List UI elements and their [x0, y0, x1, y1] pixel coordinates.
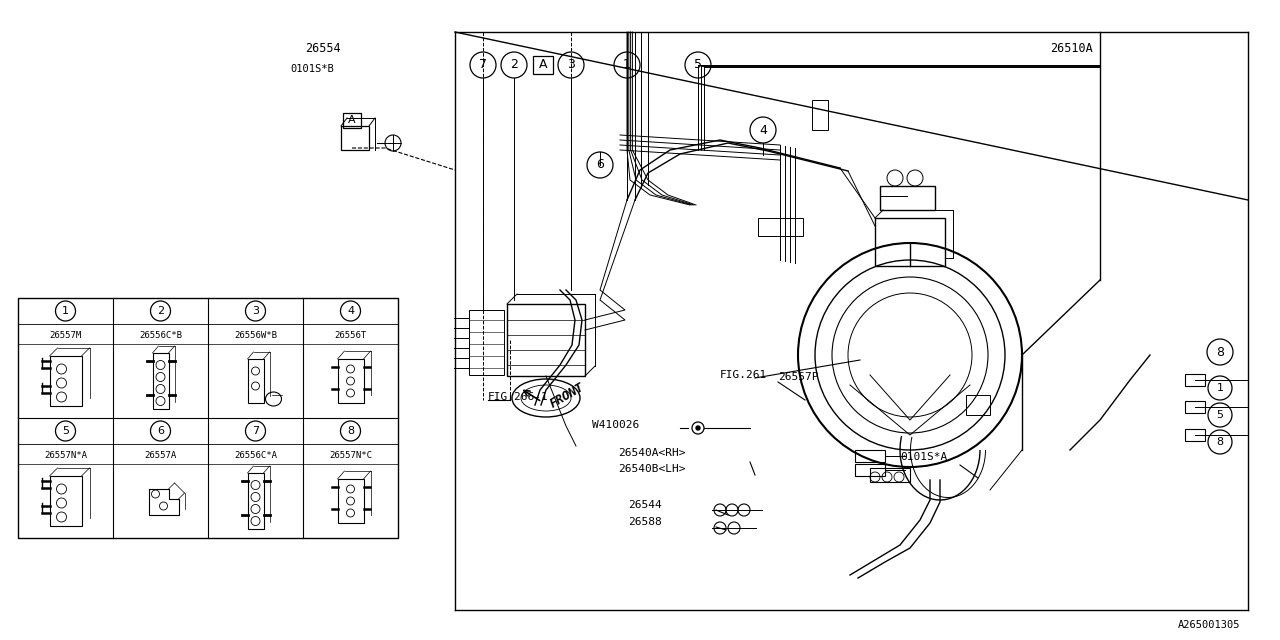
Text: W410026: W410026: [591, 420, 639, 430]
Text: 2: 2: [157, 306, 164, 316]
Text: 7: 7: [479, 58, 486, 72]
Bar: [758, 218, 803, 236]
Bar: [50, 476, 82, 526]
Text: 1: 1: [61, 306, 69, 316]
Bar: [338, 479, 364, 523]
Text: 26557P: 26557P: [778, 372, 818, 382]
Text: A: A: [348, 115, 356, 125]
Bar: [855, 464, 884, 476]
Text: 26510A: 26510A: [1050, 42, 1093, 55]
Text: 4: 4: [759, 124, 767, 136]
Bar: [1185, 401, 1204, 413]
Text: 26556W*B: 26556W*B: [234, 330, 276, 339]
Text: A265001305: A265001305: [1178, 620, 1240, 630]
Text: 26556T: 26556T: [334, 330, 366, 339]
Bar: [340, 126, 369, 150]
Text: 3: 3: [252, 306, 259, 316]
Text: 26556C*A: 26556C*A: [234, 451, 276, 460]
Text: 8: 8: [1216, 346, 1224, 358]
Text: 6: 6: [157, 426, 164, 436]
Bar: [507, 304, 585, 376]
Bar: [870, 468, 910, 482]
Text: 26557N*C: 26557N*C: [329, 451, 372, 460]
Bar: [247, 473, 264, 529]
Bar: [247, 359, 264, 403]
Text: 26554: 26554: [305, 42, 340, 55]
Text: 26588: 26588: [628, 517, 662, 527]
Bar: [18, 298, 398, 538]
Text: 26557A: 26557A: [145, 451, 177, 460]
Text: 8: 8: [1216, 437, 1224, 447]
Text: FIG.266-1: FIG.266-1: [488, 392, 549, 402]
Bar: [50, 356, 82, 406]
Text: A: A: [539, 58, 548, 72]
Text: FIG.261: FIG.261: [719, 370, 767, 380]
Text: 8: 8: [347, 426, 355, 436]
Text: 26540A<RH>: 26540A<RH>: [618, 448, 686, 458]
Bar: [468, 310, 504, 375]
Text: 2: 2: [509, 58, 518, 72]
Text: 26556C*B: 26556C*B: [140, 330, 182, 339]
Text: 26540B<LH>: 26540B<LH>: [618, 464, 686, 474]
Text: 5: 5: [61, 426, 69, 436]
Text: 5: 5: [694, 58, 701, 72]
Circle shape: [696, 426, 700, 430]
Bar: [343, 113, 361, 127]
Text: 26544: 26544: [628, 500, 662, 510]
Text: 1: 1: [623, 58, 631, 72]
Bar: [1185, 374, 1204, 386]
Bar: [881, 186, 934, 210]
Bar: [876, 218, 945, 266]
Text: 26557M: 26557M: [50, 330, 82, 339]
Text: 6: 6: [596, 159, 604, 172]
Text: 4: 4: [347, 306, 355, 316]
Text: 3: 3: [567, 58, 575, 72]
Bar: [1185, 429, 1204, 441]
Text: 1: 1: [1216, 383, 1224, 393]
Bar: [532, 56, 553, 74]
Bar: [152, 353, 169, 409]
Bar: [855, 450, 884, 462]
Text: 26557N*A: 26557N*A: [44, 451, 87, 460]
Text: 7: 7: [252, 426, 259, 436]
Text: 5: 5: [1216, 410, 1224, 420]
Text: 0101S*B: 0101S*B: [291, 64, 334, 74]
Text: 0101S*A: 0101S*A: [900, 452, 947, 462]
Bar: [338, 359, 364, 403]
Bar: [812, 100, 828, 130]
Bar: [966, 395, 989, 415]
Text: FRONT: FRONT: [548, 381, 588, 411]
